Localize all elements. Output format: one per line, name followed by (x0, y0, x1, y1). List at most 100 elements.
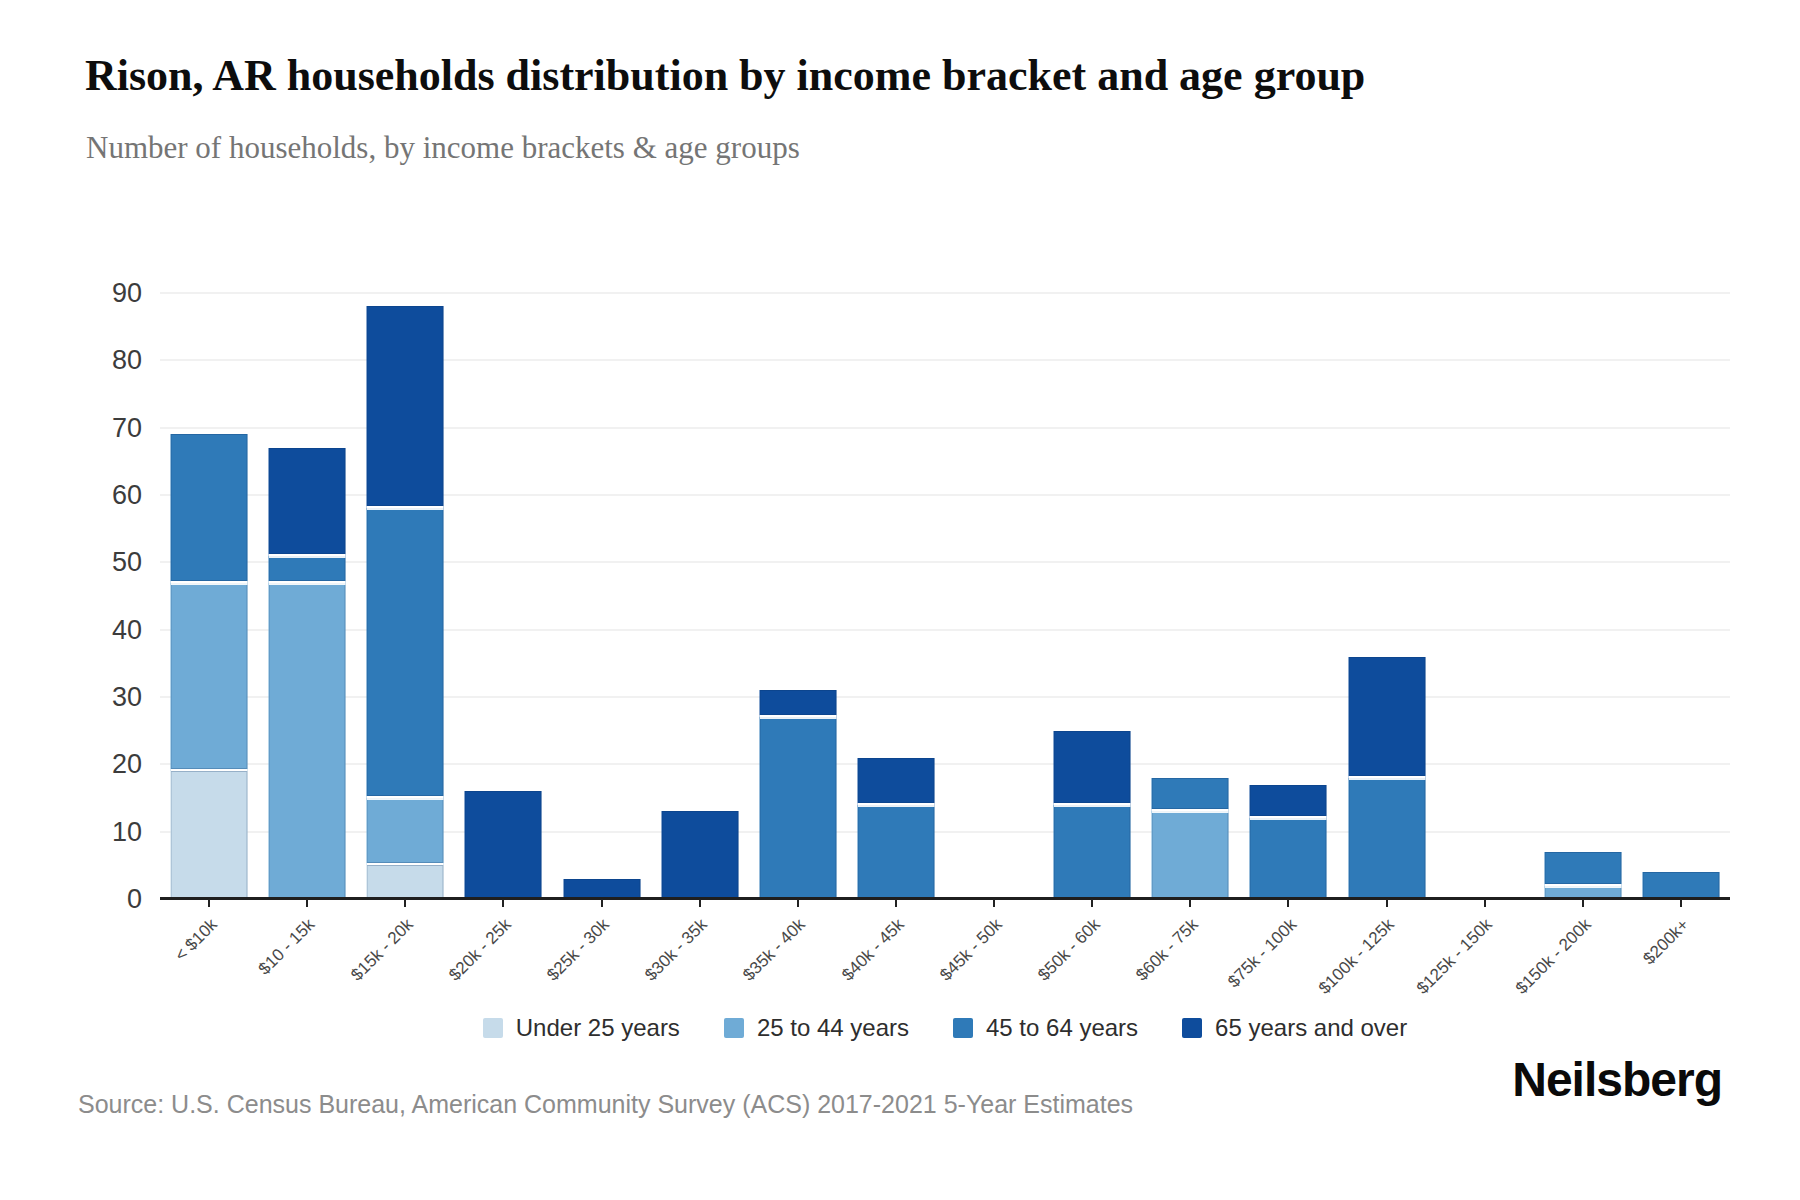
legend-label: 25 to 44 years (757, 1014, 909, 1042)
x-axis-tick (601, 899, 603, 907)
x-axis-label-$60k - 75k: $60k - 75k (1132, 915, 1202, 985)
bar-segment-under-25-years[interactable] (171, 771, 248, 899)
bar-segment-45-to-64-years[interactable] (1348, 778, 1425, 899)
plot-area: 0102030405060708090 < $10k$10 - 15k$15k … (160, 293, 1730, 899)
bar-slot (1534, 293, 1632, 899)
bar-segment-25-to-44-years[interactable] (1152, 811, 1229, 899)
x-axis-label-$15k - 20k: $15k - 20k (347, 915, 417, 985)
legend-item-25-to-44-years[interactable]: 25 to 44 years (724, 1014, 909, 1042)
x-axis-tick (208, 899, 210, 907)
stacked-bar-$60k - 75k (1152, 778, 1229, 899)
bar-slot (160, 293, 258, 899)
x-axis-label-$40k - 45k: $40k - 45k (838, 915, 908, 985)
bar-slot (651, 293, 749, 899)
bars-layer (160, 293, 1730, 899)
bar-segment-65-years-and-over[interactable] (857, 758, 934, 805)
x-axis-tick (895, 899, 897, 907)
bar-segment-45-to-64-years[interactable] (1544, 852, 1621, 886)
legend-item-45-to-64-years[interactable]: 45 to 64 years (953, 1014, 1138, 1042)
x-axis-tick (1484, 899, 1486, 907)
legend-label: 45 to 64 years (986, 1014, 1138, 1042)
y-axis-tick-label-0: 0 (82, 884, 142, 914)
y-axis-tick-label-40: 40 (82, 615, 142, 645)
x-axis-label-$125k - 150k: $125k - 150k (1413, 915, 1497, 999)
y-axis-tick-label-70: 70 (82, 413, 142, 443)
x-axis-label-$35k - 40k: $35k - 40k (740, 915, 810, 985)
bar-segment-45-to-64-years[interactable] (857, 805, 934, 899)
x-axis-label-$45k - 50k: $45k - 50k (936, 915, 1006, 985)
y-axis-tick-label-80: 80 (82, 345, 142, 375)
stacked-bar-$30k - 35k (661, 811, 738, 899)
x-axis-tick (502, 899, 504, 907)
bar-segment-65-years-and-over[interactable] (1054, 731, 1131, 805)
legend-label: Under 25 years (516, 1014, 680, 1042)
x-axis-tick (797, 899, 799, 907)
bar-segment-65-years-and-over[interactable] (367, 306, 444, 508)
y-axis-tick-label-30: 30 (82, 682, 142, 712)
y-axis-tick-label-20: 20 (82, 749, 142, 779)
chart-subtitle: Number of households, by income brackets… (86, 130, 800, 166)
legend-label: 65 years and over (1215, 1014, 1407, 1042)
stacked-bar-$15k - 20k (367, 306, 444, 899)
legend-swatch-icon (724, 1018, 744, 1038)
chart-card: Rison, AR households distribution by inc… (0, 0, 1800, 1200)
bar-slot (847, 293, 945, 899)
bar-segment-45-to-64-years[interactable] (171, 434, 248, 582)
bar-slot (945, 293, 1043, 899)
bar-segment-45-to-64-years[interactable] (367, 508, 444, 798)
x-axis-label-$25k - 30k: $25k - 30k (543, 915, 613, 985)
y-axis-tick-label-50: 50 (82, 547, 142, 577)
x-axis-label-$100k - 125k: $100k - 125k (1315, 915, 1399, 999)
bar-segment-65-years-and-over[interactable] (563, 879, 640, 899)
bar-segment-25-to-44-years[interactable] (269, 583, 346, 899)
bar-segment-25-to-44-years[interactable] (171, 583, 248, 772)
x-axis-label-$150k - 200k: $150k - 200k (1511, 915, 1595, 999)
legend: Under 25 years 25 to 44 years 45 to 64 yea… (160, 1014, 1730, 1042)
stacked-bar-$150k - 200k (1544, 852, 1621, 899)
stacked-bar-$40k - 45k (857, 758, 934, 899)
legend-swatch-icon (1182, 1018, 1202, 1038)
bar-slot (356, 293, 454, 899)
stacked-bar-$20k - 25k (465, 791, 542, 899)
legend-swatch-icon (953, 1018, 973, 1038)
x-axis-label-< $10k: < $10k (171, 915, 222, 966)
stacked-bar-$75k - 100k (1250, 785, 1327, 899)
x-axis-label-$20k - 25k: $20k - 25k (445, 915, 515, 985)
bar-segment-under-25-years[interactable] (367, 865, 444, 899)
stacked-bar-< $10k (171, 434, 248, 899)
bar-segment-45-to-64-years[interactable] (759, 717, 836, 899)
bar-segment-65-years-and-over[interactable] (759, 690, 836, 717)
x-axis-labels: < $10k $10 - 15k $15k - 20k $20k - 25k $25k … (160, 899, 1730, 1009)
bar-segment-65-years-and-over[interactable] (465, 791, 542, 899)
x-axis-tick (1287, 899, 1289, 907)
bar-segment-25-to-44-years[interactable] (367, 798, 444, 865)
chart-title: Rison, AR households distribution by inc… (85, 50, 1365, 101)
bar-slot (1239, 293, 1337, 899)
bar-slot (1632, 293, 1730, 899)
stacked-bar-$200k+ (1642, 872, 1719, 899)
neilsberg-logo: Neilsberg (1512, 1052, 1722, 1107)
x-axis-tick (404, 899, 406, 907)
bar-segment-45-to-64-years[interactable] (1054, 805, 1131, 899)
y-axis-tick-label-60: 60 (82, 480, 142, 510)
bar-slot (1141, 293, 1239, 899)
bar-segment-45-to-64-years[interactable] (1250, 818, 1327, 899)
bar-segment-45-to-64-years[interactable] (269, 556, 346, 583)
x-axis-tick (1680, 899, 1682, 907)
bar-segment-45-to-64-years[interactable] (1152, 778, 1229, 812)
bar-segment-65-years-and-over[interactable] (661, 811, 738, 899)
x-axis-label-$75k - 100k: $75k - 100k (1224, 915, 1301, 992)
bar-slot (1436, 293, 1534, 899)
bar-segment-45-to-64-years[interactable] (1642, 872, 1719, 899)
bar-segment-65-years-and-over[interactable] (1348, 657, 1425, 778)
stacked-bar-$35k - 40k (759, 690, 836, 899)
bar-segment-65-years-and-over[interactable] (1250, 785, 1327, 819)
legend-item-65-years-and-over[interactable]: 65 years and over (1182, 1014, 1407, 1042)
bar-segment-65-years-and-over[interactable] (269, 448, 346, 556)
stacked-bar-$50k - 60k (1054, 731, 1131, 899)
x-axis-label-$50k - 60k: $50k - 60k (1034, 915, 1104, 985)
bar-slot (1043, 293, 1141, 899)
x-axis-label-$10 - 15k: $10 - 15k (255, 915, 319, 979)
legend-item-under-25-years[interactable]: Under 25 years (483, 1014, 680, 1042)
x-axis-tick (993, 899, 995, 907)
